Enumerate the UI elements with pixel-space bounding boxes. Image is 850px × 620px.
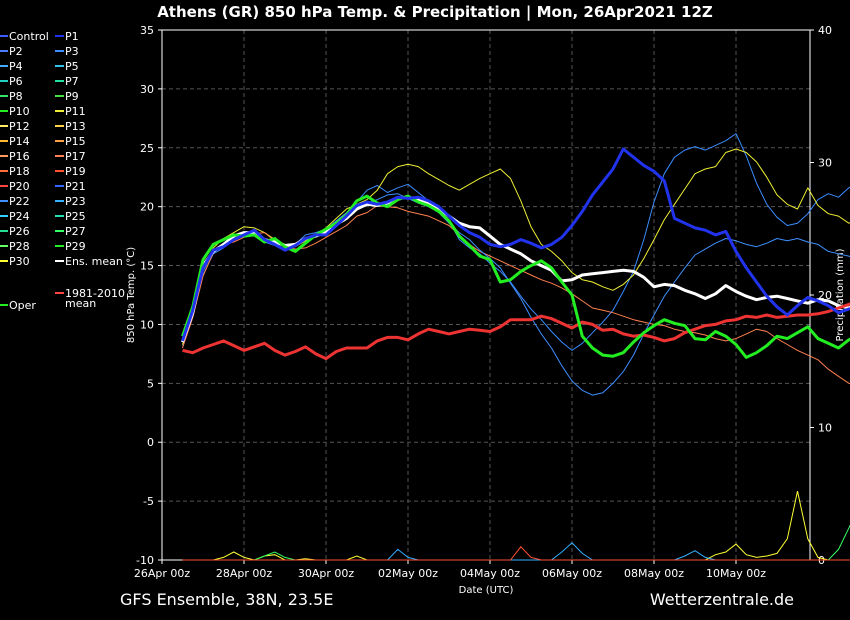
- legend-label: P27: [65, 225, 86, 238]
- y-tick-label: 15: [140, 260, 154, 273]
- legend-label: 1981-2010: [65, 287, 125, 300]
- series-line-p1: [181, 147, 850, 342]
- footer-model-info: GFS Ensemble, 38N, 23.5E: [120, 590, 333, 609]
- y-tick-label: -5: [143, 495, 154, 508]
- y-tick-label: 5: [147, 377, 154, 390]
- legend-label: P18: [9, 165, 30, 178]
- y-tick-label: 10: [140, 318, 154, 331]
- temperature-series: [181, 133, 850, 396]
- legend-label: P6: [9, 75, 23, 88]
- y2-tick-label: 40: [818, 24, 832, 37]
- legend-label: P5: [65, 60, 79, 73]
- series-line-1981-2010-mean: [182, 302, 850, 361]
- series-line-oper: [181, 194, 850, 359]
- legend: Control P1 P2 P3 P4 P5 P6 P7 P8 P9 P10 P11 P12 P13 P14…: [0, 30, 125, 312]
- legend-label: P21: [65, 180, 86, 193]
- legend-label: P12: [9, 120, 30, 133]
- y-tick-label: -10: [136, 554, 154, 567]
- legend-label: Control: [9, 30, 49, 43]
- legend-label: P4: [9, 60, 23, 73]
- legend-label: P1: [65, 30, 79, 43]
- legend-label: P16: [9, 150, 30, 163]
- legend-label: P14: [9, 135, 30, 148]
- x-axis-label: Date (UTC): [459, 585, 514, 596]
- legend-label: P22: [9, 195, 30, 208]
- legend-label: P24: [9, 210, 30, 223]
- legend-label: P10: [9, 105, 30, 118]
- x-axis-ticks: 26Apr 00z 28Apr 00z 30Apr 00z 02May 00z 04Ma…: [134, 560, 766, 580]
- x-tick-label: 28Apr 00z: [216, 567, 273, 580]
- y2-tick-label: 30: [818, 157, 832, 170]
- y-tick-label: 35: [140, 24, 154, 37]
- legend-label: P30: [9, 255, 30, 268]
- x-tick-label: 04May 00z: [460, 567, 520, 580]
- legend-label: P8: [9, 90, 23, 103]
- x-tick-label: 08May 00z: [624, 567, 684, 580]
- legend-label: P19: [65, 165, 86, 178]
- footer-source: Wetterzentrale.de: [650, 590, 794, 609]
- precipitation-series: [182, 490, 850, 561]
- legend-label: P13: [65, 120, 86, 133]
- y-axis-label: 850 hPa Temp. (°C): [126, 247, 137, 343]
- y2-axis-label: Precipitation (mm): [835, 248, 846, 341]
- x-tick-label: 06May 00z: [542, 567, 602, 580]
- legend-label: P11: [65, 105, 86, 118]
- legend-label: P23: [65, 195, 86, 208]
- grid: [162, 30, 810, 560]
- x-tick-label: 02May 00z: [378, 567, 438, 580]
- legend-label: P26: [9, 225, 30, 238]
- legend-label: Oper: [9, 299, 36, 312]
- x-tick-label: 10May 00z: [706, 567, 766, 580]
- legend-label: P17: [65, 150, 86, 163]
- legend-label: P29: [65, 240, 86, 253]
- legend-label: P20: [9, 180, 30, 193]
- legend-label: Ens. mean: [65, 255, 123, 268]
- legend-label: P28: [9, 240, 30, 253]
- x-tick-label: 30Apr 00z: [298, 567, 355, 580]
- legend-label: P25: [65, 210, 86, 223]
- legend-label: mean: [65, 297, 96, 310]
- y-tick-label: 0: [147, 436, 154, 449]
- legend-label: P9: [65, 90, 79, 103]
- y-tick-label: 20: [140, 201, 154, 214]
- x-tick-label: 26Apr 00z: [134, 567, 191, 580]
- legend-label: P3: [65, 45, 79, 58]
- y-tick-label: 25: [140, 142, 154, 155]
- chart-title: Athens (GR) 850 hPa Temp. & Precipitatio…: [157, 3, 713, 22]
- precip-line-p19: [182, 546, 850, 561]
- y2-tick-label: 10: [818, 422, 832, 435]
- y-tick-label: 30: [140, 83, 154, 96]
- y-axis-ticks: 35 30 25 20 15 10 5 0 -5 -10: [136, 24, 162, 567]
- legend-label: P15: [65, 135, 86, 148]
- legend-label: P7: [65, 75, 79, 88]
- legend-label: P2: [9, 45, 23, 58]
